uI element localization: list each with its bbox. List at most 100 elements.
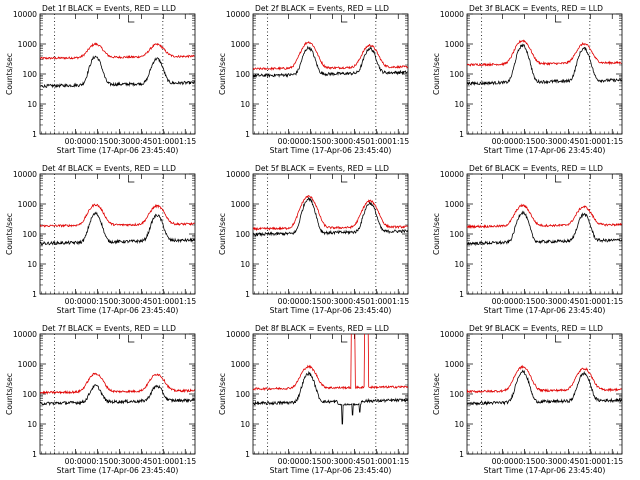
y-tick-label: 100: [23, 230, 38, 239]
y-tick-label: 10: [454, 260, 464, 269]
x-tick-label: 00:00: [492, 457, 514, 466]
x-tick-label: 00:00: [65, 457, 87, 466]
bracket-marker: [555, 175, 562, 183]
x-axis-label: Start Time (17-Apr-06 23:45:40): [270, 306, 392, 315]
lld-series-line: [253, 40, 408, 71]
y-tick-label: 100: [236, 70, 251, 79]
events-series-line: [467, 43, 622, 86]
y-axis-label: Counts/sec: [218, 53, 227, 95]
panel-title: Det 3f BLACK = Events, RED = LLD: [469, 4, 603, 13]
y-axis-label: Counts/sec: [5, 373, 14, 415]
x-tick-label: 01:00: [152, 457, 174, 466]
events-series-line: [40, 211, 195, 246]
x-tick-label: 00:30: [535, 457, 557, 466]
events-series-line: [467, 210, 622, 247]
x-tick-label: 00:30: [108, 137, 130, 146]
panel-title: Det 9f BLACK = Events, RED = LLD: [469, 324, 603, 333]
x-tick-label: 00:45: [130, 137, 152, 146]
x-tick-label: 00:45: [557, 457, 579, 466]
x-tick-label: 00:15: [300, 297, 322, 306]
y-tick-label: 10000: [440, 170, 464, 179]
y-axis-label: Counts/sec: [218, 213, 227, 255]
x-tick-label: 01:00: [365, 457, 387, 466]
x-tick-label: 01:00: [579, 137, 601, 146]
panel-title: Det 2f BLACK = Events, RED = LLD: [255, 4, 389, 13]
y-tick-label: 1000: [18, 40, 37, 49]
x-tick-label: 01:00: [579, 457, 601, 466]
x-tick-label: 01:00: [365, 137, 387, 146]
y-axis-label: Counts/sec: [432, 373, 441, 415]
detector-panel: Det 5f BLACK = Events, RED = LLD 1 10 100 10…: [218, 164, 409, 315]
y-tick-label: 1: [459, 450, 464, 459]
y-tick-label: 1: [32, 290, 37, 299]
x-axis-label: Start Time (17-Apr-06 23:45:40): [57, 306, 179, 315]
lld-series-line: [40, 203, 195, 228]
x-tick-label: 01:15: [387, 137, 409, 146]
bracket-marker: [128, 335, 135, 343]
x-tick-label: 01:00: [579, 297, 601, 306]
panel-title: Det 4f BLACK = Events, RED = LLD: [42, 164, 176, 173]
y-tick-label: 10: [454, 420, 464, 429]
panel-title: Det 7f BLACK = Events, RED = LLD: [42, 324, 176, 333]
x-tick-label: 00:30: [321, 297, 343, 306]
x-tick-label: 00:00: [492, 297, 514, 306]
y-tick-label: 1000: [445, 40, 464, 49]
y-tick-label: 1000: [231, 360, 250, 369]
lld-series-line: [467, 364, 622, 394]
y-tick-label: 10: [27, 100, 37, 109]
y-tick-label: 1: [32, 450, 37, 459]
y-tick-label: 100: [23, 70, 38, 79]
x-axis-label: Start Time (17-Apr-06 23:45:40): [270, 466, 392, 475]
x-axis-label: Start Time (17-Apr-06 23:45:40): [270, 146, 392, 155]
detector-panel: Det 6f BLACK = Events, RED = LLD 1 10 100 10…: [432, 164, 623, 315]
x-axis-label: Start Time (17-Apr-06 23:45:40): [484, 466, 606, 475]
y-tick-label: 1: [459, 290, 464, 299]
x-tick-label: 00:45: [557, 297, 579, 306]
y-tick-label: 1: [459, 130, 464, 139]
y-tick-label: 10000: [440, 330, 464, 339]
lld-series-line: [40, 42, 195, 61]
lld-series-line: [253, 195, 408, 232]
x-tick-label: 00:15: [300, 457, 322, 466]
y-tick-label: 100: [450, 70, 465, 79]
y-tick-label: 100: [450, 390, 465, 399]
x-tick-label: 00:30: [321, 137, 343, 146]
x-tick-label: 00:00: [278, 137, 300, 146]
y-axis-label: Counts/sec: [5, 53, 14, 95]
y-tick-label: 100: [236, 230, 251, 239]
x-tick-label: 00:15: [514, 137, 536, 146]
detector-panel: Det 8f BLACK = Events, RED = LLD 1 10 100 10…: [218, 324, 409, 475]
x-tick-label: 00:15: [87, 297, 109, 306]
lld-series-line: [40, 372, 195, 395]
bracket-marker: [555, 15, 562, 23]
x-tick-label: 00:15: [514, 457, 536, 466]
x-tick-label: 01:15: [601, 137, 623, 146]
y-axis-label: Counts/sec: [218, 373, 227, 415]
plot-frame: [39, 173, 196, 295]
x-tick-label: 00:00: [65, 297, 87, 306]
y-tick-label: 100: [236, 390, 251, 399]
x-tick-label: 00:00: [278, 297, 300, 306]
x-tick-label: 00:30: [535, 297, 557, 306]
x-tick-label: 00:45: [130, 457, 152, 466]
x-tick-label: 00:45: [343, 297, 365, 306]
y-tick-label: 10: [240, 420, 250, 429]
x-tick-label: 01:15: [174, 457, 196, 466]
x-tick-label: 00:00: [492, 137, 514, 146]
y-tick-label: 10000: [226, 330, 250, 339]
bracket-marker: [555, 335, 562, 343]
lld-series-line: [467, 203, 622, 229]
events-series-line: [40, 55, 195, 89]
x-tick-label: 00:00: [65, 137, 87, 146]
bracket-marker: [341, 15, 348, 23]
y-tick-label: 1000: [445, 360, 464, 369]
bracket-marker: [341, 335, 348, 343]
events-series-line: [467, 369, 622, 407]
y-tick-label: 10000: [13, 330, 37, 339]
events-series-line: [40, 384, 195, 407]
detector-panel: Det 4f BLACK = Events, RED = LLD 1 10 100 10…: [5, 164, 196, 315]
y-tick-label: 10: [27, 420, 37, 429]
x-tick-label: 00:45: [557, 137, 579, 146]
detector-panel: Det 2f BLACK = Events, RED = LLD 1 10 100 10…: [218, 4, 409, 155]
